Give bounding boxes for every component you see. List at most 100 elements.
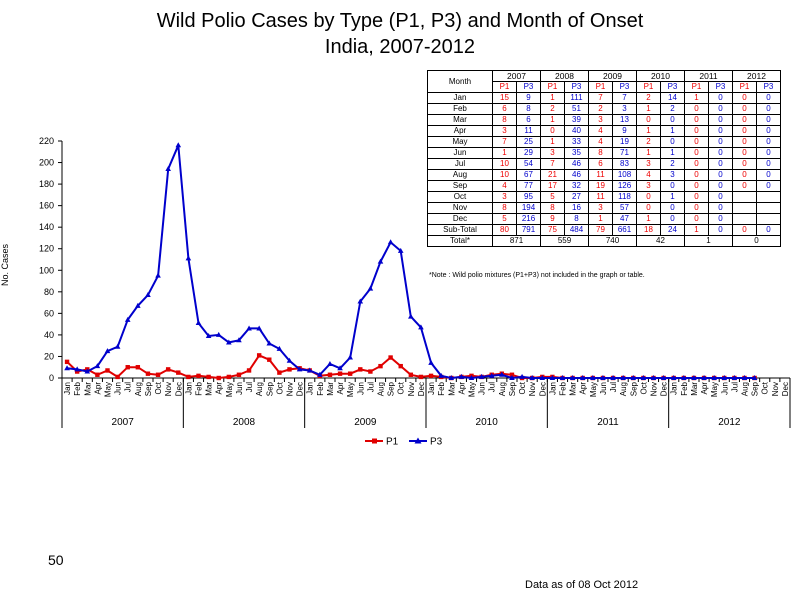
value-cell: 46 bbox=[564, 158, 589, 170]
x-tick-label: Jun bbox=[599, 382, 608, 395]
value-cell: 0 bbox=[540, 125, 565, 137]
total-cell: 559 bbox=[540, 235, 589, 247]
value-cell: 21 bbox=[540, 169, 565, 181]
chart-subtitle: India, 2007-2012 bbox=[324, 36, 476, 58]
x-tick-label: Jan bbox=[184, 382, 193, 395]
value-cell: 3 bbox=[492, 191, 517, 203]
value-cell: 19 bbox=[588, 180, 613, 192]
x-tick-label: Feb bbox=[195, 381, 204, 395]
x-tick-label: Jan bbox=[63, 382, 72, 395]
value-cell: 0 bbox=[684, 169, 709, 181]
value-cell: 8 bbox=[492, 202, 517, 214]
data-point-p3 bbox=[610, 375, 616, 380]
value-cell: 7 bbox=[540, 158, 565, 170]
value-cell: 0 bbox=[684, 213, 709, 225]
value-cell: 1 bbox=[660, 147, 685, 159]
y-tick-label: 120 bbox=[39, 244, 54, 254]
data-point-p3 bbox=[387, 239, 394, 245]
data-point-p3 bbox=[114, 343, 121, 349]
year-label: 2010 bbox=[476, 417, 499, 428]
x-tick-label: Apr bbox=[579, 382, 588, 395]
value-cell: 8 bbox=[588, 147, 613, 159]
value-cell: 46 bbox=[564, 169, 589, 181]
x-tick-label: Sep bbox=[387, 381, 396, 396]
data-point-p3 bbox=[155, 272, 161, 278]
value-cell bbox=[732, 213, 757, 225]
data-point-p1 bbox=[418, 374, 424, 380]
x-tick-label: Mar bbox=[83, 382, 92, 396]
data-point-p1 bbox=[256, 353, 262, 358]
x-tick-label: Dec bbox=[781, 382, 790, 396]
data-point-p1 bbox=[236, 372, 242, 377]
table-row: Mar 8 6 1 39 3 13 0 0 0 0 0 0 bbox=[427, 114, 781, 126]
p3-header: P3 bbox=[756, 81, 781, 93]
value-cell: 0 bbox=[732, 92, 757, 104]
data-point-p1 bbox=[347, 371, 353, 376]
value-cell: 1 bbox=[540, 92, 565, 104]
subtotal-cell: 79 bbox=[588, 224, 613, 236]
data-point-p3 bbox=[347, 354, 353, 360]
data-point-p3 bbox=[751, 375, 758, 380]
p1-header: P1 bbox=[492, 81, 517, 93]
value-cell: 32 bbox=[564, 180, 589, 192]
value-cell: 95 bbox=[516, 191, 541, 203]
data-point-p1 bbox=[378, 363, 383, 369]
table-row: Jul 10 54 7 46 6 83 3 2 0 0 0 0 bbox=[427, 158, 781, 170]
month-cell: Jan bbox=[427, 92, 493, 104]
x-tick-label: Jun bbox=[235, 382, 244, 395]
value-cell: 7 bbox=[612, 92, 637, 104]
data-point-p3 bbox=[670, 375, 677, 380]
data-point-p3 bbox=[357, 298, 364, 304]
data-point-p3 bbox=[499, 371, 505, 377]
data-point-p1 bbox=[408, 372, 414, 377]
value-cell: 0 bbox=[756, 103, 781, 115]
value-cell: 0 bbox=[660, 202, 685, 214]
p1-header: P1 bbox=[588, 81, 613, 93]
x-tick-label: Jan bbox=[670, 382, 679, 395]
x-tick-label: Mar bbox=[205, 382, 214, 396]
value-cell: 4 bbox=[588, 136, 613, 148]
x-tick-label: Jan bbox=[548, 382, 557, 395]
value-cell: 0 bbox=[732, 180, 757, 192]
table-row: Apr 3 11 0 40 4 9 1 1 0 0 0 0 bbox=[427, 125, 781, 137]
value-cell bbox=[756, 191, 781, 203]
p1-header: P1 bbox=[636, 81, 661, 93]
value-cell: 0 bbox=[684, 202, 709, 214]
value-cell: 0 bbox=[660, 136, 685, 148]
value-cell: 6 bbox=[492, 103, 517, 115]
value-cell: 40 bbox=[564, 125, 589, 137]
x-tick-label: Jul bbox=[124, 382, 133, 392]
data-point-p3 bbox=[701, 375, 707, 380]
value-cell: 57 bbox=[612, 202, 637, 214]
value-cell bbox=[756, 202, 781, 214]
y-tick-label: 0 bbox=[49, 373, 54, 383]
data-point-p1 bbox=[125, 365, 130, 370]
value-cell: 0 bbox=[708, 213, 733, 225]
value-cell: 0 bbox=[732, 169, 757, 181]
data-point-p3 bbox=[448, 375, 455, 380]
value-cell bbox=[732, 191, 757, 203]
x-tick-label: Feb bbox=[316, 381, 325, 395]
value-cell: 0 bbox=[660, 180, 685, 192]
value-cell: 0 bbox=[708, 158, 733, 170]
month-cell: Feb bbox=[427, 103, 493, 115]
data-point-p1 bbox=[287, 367, 292, 372]
data-point-p3 bbox=[721, 375, 728, 380]
data-point-p3 bbox=[215, 331, 222, 337]
value-cell: 25 bbox=[516, 136, 541, 148]
x-tick-label: Aug bbox=[134, 382, 143, 396]
value-cell: 77 bbox=[516, 180, 541, 192]
x-tick-label: Nov bbox=[771, 382, 780, 396]
data-point-p3 bbox=[397, 247, 404, 253]
year-header: 2008 bbox=[540, 70, 589, 82]
value-cell: 3 bbox=[636, 158, 661, 170]
x-tick-label: Apr bbox=[457, 382, 466, 395]
value-cell: 1 bbox=[660, 191, 685, 203]
month-cell: Aug bbox=[427, 169, 493, 181]
data-point-p3 bbox=[367, 285, 374, 291]
chart-title: Wild Polio Cases by Type (P1, P3) and Mo… bbox=[156, 10, 644, 32]
y-tick-label: 20 bbox=[44, 351, 54, 361]
x-tick-label: May bbox=[104, 382, 113, 397]
value-cell: 51 bbox=[564, 103, 589, 115]
value-cell: 0 bbox=[756, 114, 781, 126]
